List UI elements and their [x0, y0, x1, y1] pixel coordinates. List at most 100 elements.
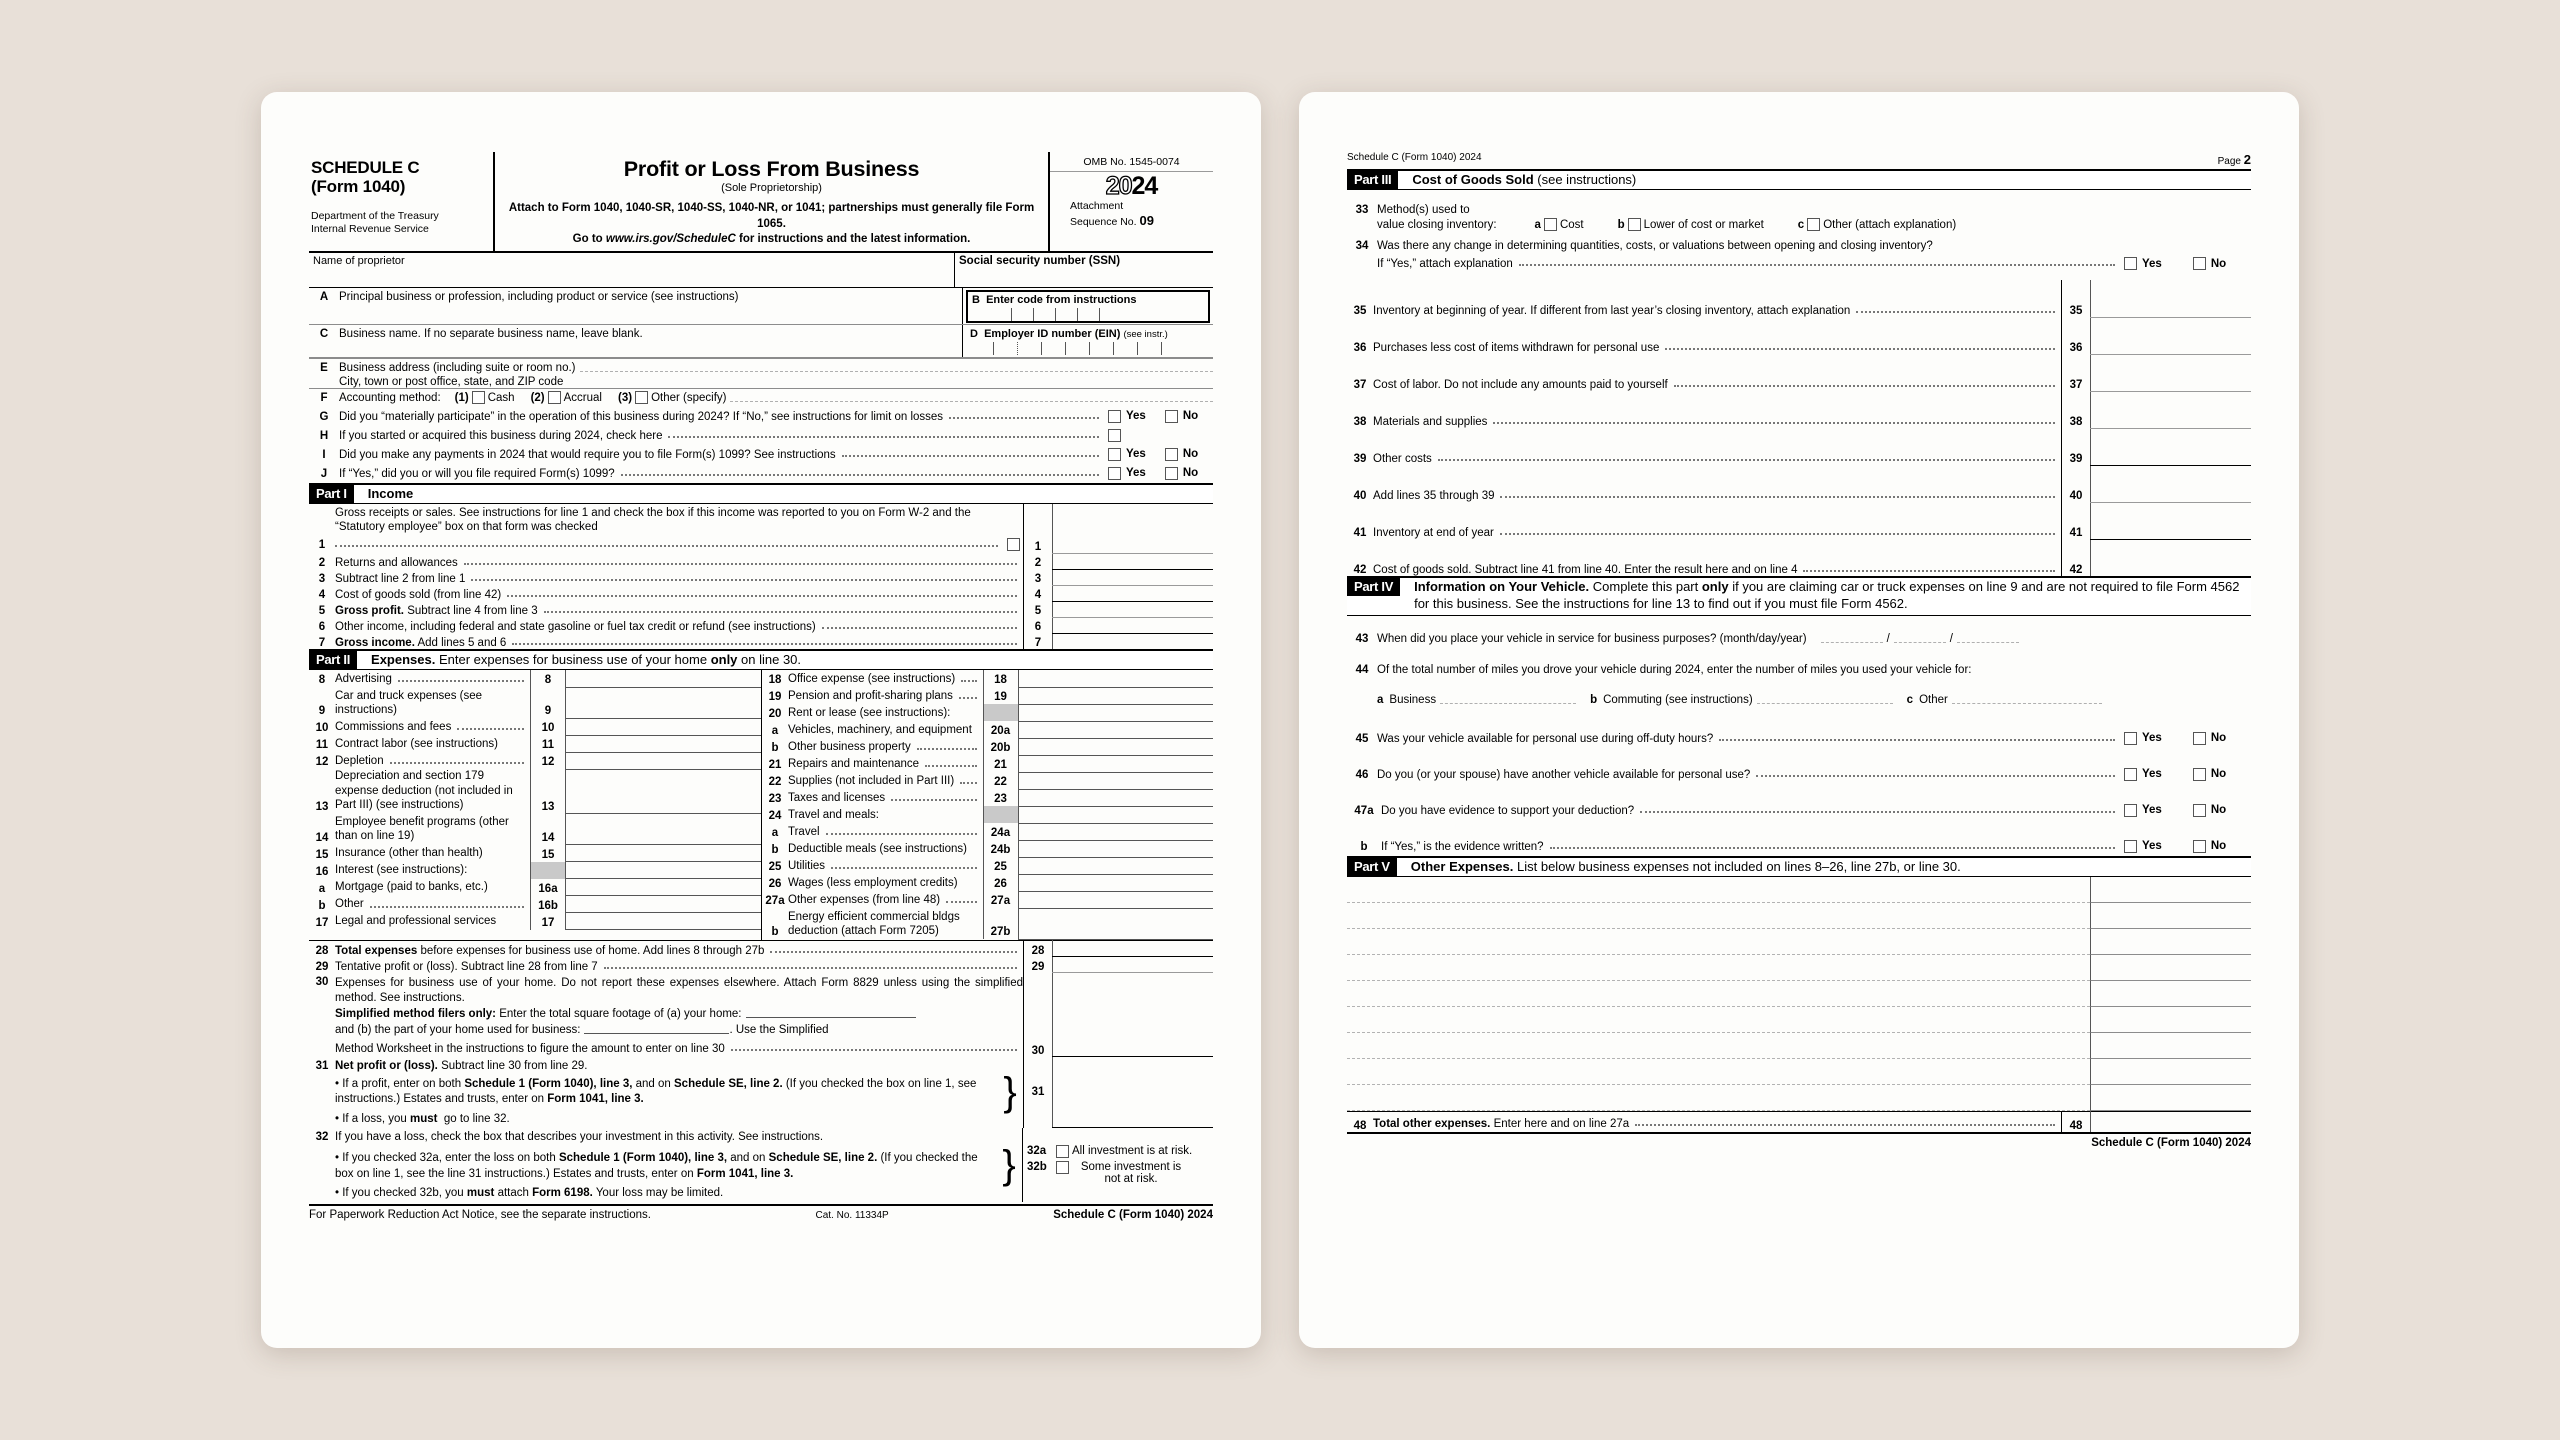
irs-url[interactable]: www.irs.gov/ScheduleC	[605, 233, 736, 246]
other-expense-amount[interactable]	[2090, 902, 2251, 929]
expense-amount[interactable]	[565, 844, 761, 863]
checkbox-cost[interactable]	[1543, 218, 1557, 231]
checkbox-47a-no[interactable]	[2192, 803, 2206, 817]
other-expense-description[interactable]	[1347, 1059, 2090, 1085]
checkbox-j-no[interactable]	[1164, 466, 1178, 480]
other-expense-amount[interactable]	[2090, 1084, 2251, 1111]
business-name-field[interactable]: Business name. If no separate business n…	[339, 327, 643, 340]
line-47b-yes[interactable]: Yes	[2121, 839, 2162, 853]
expense-amount[interactable]	[1018, 670, 1213, 688]
expense-amount[interactable]	[1018, 721, 1213, 739]
i-yes[interactable]: Yes	[1105, 447, 1146, 461]
business-address-input[interactable]	[579, 370, 1213, 372]
expense-amount[interactable]	[1018, 874, 1213, 892]
expense-amount[interactable]	[565, 687, 761, 719]
j-yes[interactable]: Yes	[1105, 466, 1146, 480]
ein-cells[interactable]	[970, 341, 1210, 355]
other-expense-description[interactable]	[1347, 955, 2090, 981]
vehicle-service-year[interactable]	[1956, 641, 2019, 643]
other-expense-description[interactable]	[1347, 929, 2090, 955]
line-30-amount[interactable]	[1052, 972, 1213, 1058]
expense-amount[interactable]	[1018, 738, 1213, 756]
g-no[interactable]: No	[1162, 409, 1198, 423]
line-34-no[interactable]: No	[2190, 257, 2226, 270]
checkbox-46-no[interactable]	[2192, 767, 2206, 781]
p3-amount[interactable]	[2090, 280, 2251, 318]
i-no[interactable]: No	[1162, 447, 1198, 461]
checkbox-45-yes[interactable]	[2124, 731, 2137, 745]
other-expense-description[interactable]	[1347, 1085, 2090, 1111]
other-expense-description[interactable]	[1347, 877, 2090, 903]
other-expense-amount[interactable]	[2090, 1032, 2251, 1059]
line-31-amount[interactable]	[1052, 1057, 1213, 1129]
other-expense-amount[interactable]	[2090, 928, 2251, 955]
line-46-yes[interactable]: Yes	[2121, 767, 2162, 781]
checkbox-g-yes[interactable]	[1108, 409, 1121, 423]
checkbox-47b-no[interactable]	[2192, 839, 2206, 853]
other-expense-amount[interactable]	[2090, 980, 2251, 1007]
expense-amount[interactable]	[565, 752, 761, 770]
ssn-field[interactable]: Social security number (SSN)	[959, 254, 1121, 267]
expense-amount[interactable]	[565, 912, 761, 931]
expense-amount[interactable]	[1018, 806, 1213, 824]
other-expense-amount[interactable]	[2090, 954, 2251, 981]
expense-amount[interactable]	[1018, 687, 1213, 705]
checkbox-other-method[interactable]	[635, 390, 649, 404]
h-check[interactable]	[1105, 428, 1124, 442]
line-4-amount[interactable]	[1052, 585, 1213, 602]
line-1-amount[interactable]	[1052, 503, 1213, 554]
checkbox-lower-cost-market[interactable]	[1627, 218, 1641, 231]
line-45-no[interactable]: No	[2190, 731, 2226, 745]
checkbox-32b[interactable]	[1056, 1161, 1069, 1175]
expense-amount[interactable]	[565, 861, 761, 880]
checkbox-g-no[interactable]	[1164, 409, 1178, 423]
line-7-amount[interactable]	[1052, 633, 1213, 650]
other-expense-description[interactable]	[1347, 1033, 2090, 1059]
vehicle-service-month[interactable]	[1820, 641, 1883, 643]
checkbox-h[interactable]	[1108, 428, 1121, 442]
checkbox-accrual[interactable]	[547, 390, 561, 404]
expense-amount[interactable]	[1018, 840, 1213, 858]
p3-amount[interactable]	[2090, 428, 2251, 466]
expense-amount[interactable]	[565, 735, 761, 753]
vehicle-service-day[interactable]	[1893, 641, 1946, 643]
p3-amount[interactable]	[2090, 539, 2251, 576]
business-sqft-input[interactable]	[584, 1032, 730, 1034]
commuting-miles-input[interactable]	[1756, 702, 1893, 704]
other-expense-amount[interactable]	[2090, 1006, 2251, 1033]
other-expense-description[interactable]	[1347, 903, 2090, 929]
checkbox-32a[interactable]	[1056, 1145, 1069, 1159]
expense-amount[interactable]	[565, 670, 761, 688]
name-of-proprietor-field[interactable]: Name of proprietor	[309, 252, 955, 287]
line-6-amount[interactable]	[1052, 617, 1213, 634]
line-47a-no[interactable]: No	[2190, 803, 2226, 817]
line-48-amount[interactable]	[2090, 1111, 2251, 1132]
ein-box[interactable]: D Employer ID number (EIN) (see instr.)	[963, 325, 1213, 355]
expense-amount[interactable]	[1018, 772, 1213, 790]
checkbox-47a-yes[interactable]	[2124, 803, 2137, 817]
checkbox-45-no[interactable]	[2192, 731, 2206, 745]
business-code-box[interactable]: B Enter code from instructions	[966, 289, 1210, 323]
checkbox-46-yes[interactable]	[2124, 767, 2137, 781]
line-29-amount[interactable]	[1052, 956, 1213, 974]
line-34-yes[interactable]: Yes	[2121, 257, 2162, 270]
line-28-amount[interactable]	[1052, 940, 1213, 958]
checkbox-34-yes[interactable]	[2124, 257, 2137, 270]
p3-amount[interactable]	[2090, 502, 2251, 540]
other-expense-description[interactable]	[1347, 1007, 2090, 1033]
line-5-amount[interactable]	[1052, 601, 1213, 618]
expense-amount[interactable]	[565, 718, 761, 736]
line-46-no[interactable]: No	[2190, 767, 2226, 781]
checkbox-34-no[interactable]	[2192, 257, 2206, 270]
expense-amount[interactable]	[1018, 891, 1213, 909]
principal-business-field[interactable]: Principal business or profession, includ…	[339, 290, 739, 303]
expense-amount[interactable]	[1018, 789, 1213, 807]
line-47b-no[interactable]: No	[2190, 839, 2226, 853]
expense-amount[interactable]	[565, 769, 761, 815]
other-expense-description[interactable]	[1347, 981, 2090, 1007]
g-yes[interactable]: Yes	[1105, 409, 1146, 423]
line-3-amount[interactable]	[1052, 569, 1213, 586]
checkbox-cash[interactable]	[471, 390, 485, 404]
p3-amount[interactable]	[2090, 354, 2251, 392]
checkbox-47b-yes[interactable]	[2124, 839, 2137, 853]
